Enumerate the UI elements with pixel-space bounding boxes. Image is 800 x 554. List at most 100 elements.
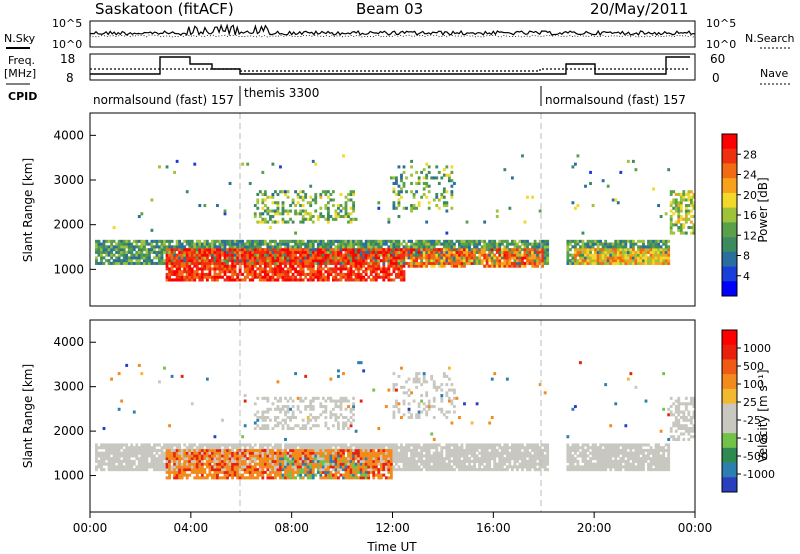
heatmap-cell — [284, 437, 287, 441]
heatmap-cell — [397, 272, 401, 276]
heatmap-cell — [485, 451, 489, 455]
heatmap-cell — [180, 261, 184, 265]
heatmap-cell — [329, 465, 333, 469]
heatmap-cell — [447, 253, 451, 257]
heatmap-cell — [301, 264, 305, 268]
heatmap-cell — [223, 256, 227, 260]
heatmap-cell — [405, 380, 408, 384]
heatmap-cell — [377, 250, 381, 254]
heatmap-cell — [410, 173, 413, 177]
heatmap-cell — [344, 424, 348, 428]
heatmap-cell — [359, 250, 363, 254]
heatmap-cell — [228, 242, 232, 246]
heatmap-cell — [125, 259, 129, 263]
heatmap-cell — [140, 465, 144, 469]
heatmap-cell — [221, 248, 224, 252]
heatmap-cell — [213, 476, 217, 480]
heatmap-cell — [503, 248, 507, 252]
heatmap-cell — [183, 459, 187, 463]
heatmap-cell — [95, 261, 98, 265]
heatmap-cell — [319, 459, 323, 463]
heatmap-cell — [107, 250, 111, 254]
heatmap-cell — [626, 239, 630, 243]
heatmap-cell — [306, 465, 310, 469]
heatmap-cell — [180, 275, 184, 279]
heatmap-cell — [483, 448, 487, 452]
heatmap-cell — [581, 242, 585, 246]
heatmap-cell — [324, 470, 328, 474]
heatmap-cell — [339, 443, 343, 447]
heatmap-cell — [203, 259, 207, 263]
heatmap-cell — [354, 457, 358, 461]
heatmap-cell — [208, 457, 212, 461]
heatmap-cell — [332, 198, 335, 202]
heatmap-cell — [342, 372, 345, 376]
heatmap-cell — [115, 454, 119, 458]
heatmap-cell — [294, 253, 298, 257]
heatmap-cell — [258, 253, 262, 257]
heatmap-cell — [205, 245, 209, 249]
heatmap-cell — [198, 465, 202, 469]
heatmap-cell — [150, 261, 154, 265]
heatmap-cell — [435, 465, 439, 469]
heatmap-cell — [185, 250, 189, 254]
heatmap-cell — [170, 250, 174, 254]
heatmap-cell — [614, 256, 618, 260]
heatmap-cell — [460, 468, 464, 472]
heatmap-cell — [319, 465, 323, 469]
heatmap-cell — [309, 451, 313, 455]
heatmap-cell — [175, 278, 179, 282]
heatmap-cell — [503, 443, 507, 447]
heatmap-cell — [180, 250, 184, 254]
heatmap-cell — [147, 256, 151, 260]
heatmap-cell — [652, 261, 655, 265]
heatmap-cell — [301, 242, 305, 246]
heatmap-cell — [105, 451, 108, 455]
heatmap-cell — [276, 443, 280, 447]
heatmap-cell — [183, 462, 187, 466]
heatmap-cell — [639, 259, 643, 263]
heatmap-cell — [296, 212, 300, 216]
heatmap-cell — [352, 259, 355, 263]
heatmap-cell — [395, 275, 398, 279]
heatmap-cell — [263, 253, 267, 257]
heatmap-cell — [266, 473, 270, 477]
heatmap-cell — [203, 448, 207, 452]
heatmap-cell — [362, 462, 366, 466]
heatmap-cell — [135, 443, 139, 447]
heatmap-cell — [213, 448, 217, 452]
heatmap-cell — [538, 248, 542, 252]
heatmap-cell — [478, 239, 482, 243]
heatmap-cell — [180, 465, 184, 469]
heatmap-cell — [349, 198, 353, 202]
heatmap-cell — [407, 248, 411, 252]
heatmap-cell — [216, 476, 219, 480]
heatmap-cell — [629, 259, 633, 263]
heatmap-cell — [526, 468, 529, 472]
heatmap-cell — [536, 256, 540, 260]
heatmap-cell — [505, 239, 509, 243]
heatmap-cell — [253, 239, 257, 243]
heatmap-cell — [329, 446, 333, 450]
heatmap-cell — [382, 446, 386, 450]
heatmap-cell — [198, 248, 202, 252]
heatmap-cell — [473, 448, 476, 452]
heatmap-cell — [163, 259, 166, 263]
heatmap-cell — [576, 242, 580, 246]
heatmap-cell — [377, 242, 381, 246]
heatmap-cell — [193, 462, 197, 466]
heatmap-cell — [566, 259, 570, 263]
heatmap-cell — [591, 203, 595, 208]
heatmap-cell — [256, 470, 260, 474]
heatmap-cell — [311, 159, 315, 163]
heatmap-cell — [301, 426, 305, 431]
heatmap-cell — [183, 259, 187, 263]
heatmap-cell — [231, 256, 234, 260]
heatmap-cell — [137, 462, 141, 466]
heatmap-cell — [274, 418, 277, 422]
heatmap-cell — [458, 253, 461, 257]
heatmap-cell — [105, 248, 108, 252]
heatmap-cell — [195, 457, 199, 461]
heatmap-cell — [634, 256, 638, 260]
heatmap-cell — [392, 410, 396, 414]
